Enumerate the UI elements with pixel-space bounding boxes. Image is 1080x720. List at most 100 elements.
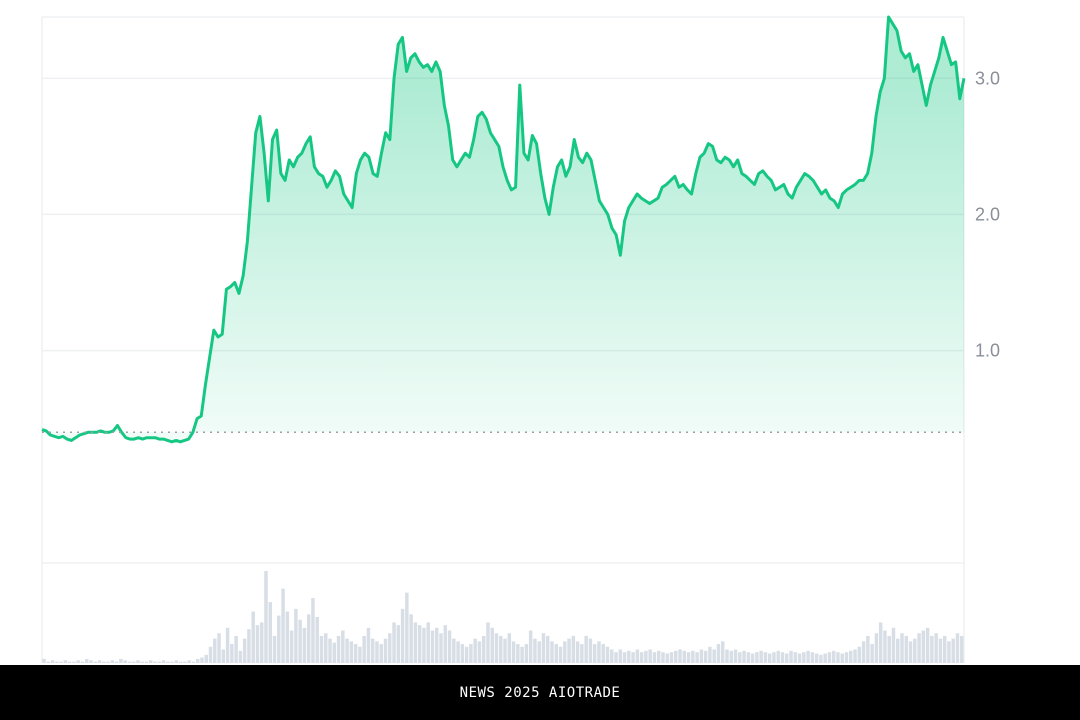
volume-bar	[960, 635, 964, 663]
volume-bar	[691, 650, 695, 663]
volume-bar	[827, 652, 832, 663]
volume-bar	[447, 630, 452, 663]
volume-bar	[353, 644, 358, 663]
volume-bar	[896, 638, 900, 663]
volume-bar	[84, 658, 89, 663]
volume-bar	[716, 644, 721, 663]
area-above-baseline	[42, 17, 964, 442]
volume-bar	[528, 630, 533, 663]
volume-bar	[161, 660, 166, 663]
price-area	[42, 17, 964, 442]
volume-bar	[610, 649, 614, 663]
volume-bar	[277, 615, 281, 663]
volume-bar	[67, 661, 72, 663]
volume-bar	[644, 650, 648, 663]
volume-bar	[93, 661, 97, 663]
volume-bar	[392, 622, 396, 663]
y-axis-ticks: 1.0 2.0 3.0	[975, 68, 1000, 360]
volume-bar	[191, 661, 196, 663]
volume-bar	[725, 649, 729, 663]
volume-bar	[426, 622, 430, 663]
volume-bar	[430, 630, 435, 663]
volume-bar	[477, 641, 482, 663]
volume-bar	[669, 652, 674, 663]
volume-bar	[153, 661, 157, 663]
volume-bar	[831, 650, 836, 663]
volume-bar	[72, 661, 76, 663]
volume-bar	[908, 641, 913, 663]
volume-bar	[883, 630, 887, 663]
volume-bar	[490, 627, 494, 663]
volume-bar	[166, 661, 170, 663]
volume-bar	[571, 635, 576, 663]
volume-bar	[264, 571, 268, 663]
volume-bar	[797, 653, 802, 663]
volume-bar	[537, 641, 541, 663]
volume-bar	[80, 661, 85, 663]
volume-bar	[452, 638, 456, 663]
volume-bar	[592, 644, 597, 663]
volume-bar	[533, 638, 537, 663]
volume-bar	[729, 650, 733, 663]
volume-bar	[400, 608, 405, 663]
volume-bar	[844, 652, 849, 663]
volume-bar	[50, 660, 55, 663]
volume-bar	[370, 638, 375, 663]
volume-bar	[755, 652, 759, 663]
volume-bar	[720, 641, 725, 663]
footer-bar: NEWS 2025 AIOTRADE	[0, 665, 1080, 720]
volume-bar	[358, 646, 362, 663]
volume-bar	[336, 635, 341, 663]
y-tick-label: 1.0	[975, 341, 1000, 361]
volume-bar	[123, 660, 127, 663]
volume-bar	[682, 650, 687, 663]
volume-bar	[708, 646, 712, 663]
volume-bar	[947, 641, 951, 663]
volume-bar	[900, 633, 904, 663]
volume-bar	[639, 652, 644, 663]
volume-bar	[289, 630, 294, 663]
volume-bar	[759, 650, 763, 663]
volume-bar	[622, 652, 627, 663]
volume-bar	[772, 652, 776, 663]
volume-bar	[114, 661, 119, 663]
volume-bar	[294, 608, 298, 663]
volume-bar	[942, 635, 947, 663]
volume-bar	[524, 644, 529, 663]
volume-bar	[938, 638, 943, 663]
footer-label: NEWS 2025 AIOTRADE	[459, 684, 621, 701]
volume-bar	[738, 652, 742, 663]
volume-bar	[558, 646, 563, 663]
volume-bar	[417, 625, 422, 663]
volume-bar	[187, 660, 191, 663]
volume-bar	[567, 638, 571, 663]
volume-bar	[102, 661, 106, 663]
volume-bar	[930, 635, 934, 663]
volume-bar	[183, 661, 187, 663]
volume-bar	[439, 633, 443, 663]
volume-bar	[823, 653, 827, 663]
volume-bar	[819, 654, 823, 663]
volume-bar	[891, 627, 896, 663]
volume-bar	[652, 652, 657, 663]
volume-bar	[665, 653, 669, 663]
volume-bar	[925, 627, 930, 663]
volume-bar	[746, 652, 751, 663]
volume-bar	[230, 644, 234, 663]
volume-bar	[375, 641, 379, 663]
volume-bar	[648, 649, 652, 663]
volume-bar	[383, 638, 388, 663]
volume-bar	[814, 653, 819, 663]
volume-bar	[874, 633, 879, 663]
volume-bar	[481, 635, 486, 663]
volume-bar	[131, 661, 136, 663]
volume-bar	[110, 660, 115, 663]
volume-bar	[580, 644, 584, 663]
volume-bar	[763, 652, 768, 663]
volume-bar	[486, 622, 490, 663]
price-line	[41, 15, 966, 444]
volume-bar	[597, 641, 601, 663]
volume-bar	[332, 642, 337, 663]
volume-bar	[174, 660, 179, 663]
volume-bar	[563, 641, 567, 663]
